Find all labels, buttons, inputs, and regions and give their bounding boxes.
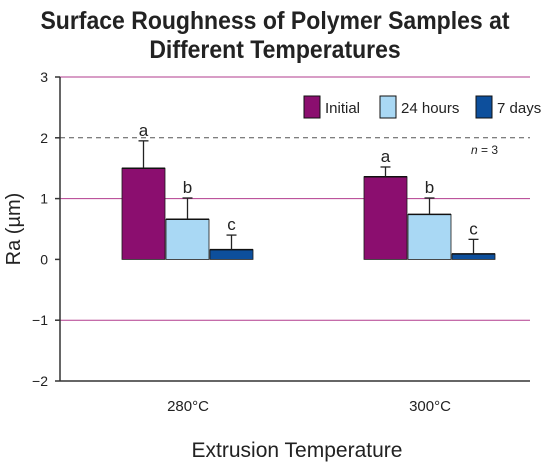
significance-letter: b xyxy=(183,178,192,197)
y-axis-label: Ra (µm) xyxy=(3,193,25,266)
y-tick-label: −1 xyxy=(32,312,48,328)
sample-size-n: n xyxy=(471,143,478,157)
legend: Initial 24 hours 7 days xyxy=(303,95,541,119)
bar xyxy=(121,167,166,260)
y-tick-label: −2 xyxy=(32,373,48,389)
y-tick-label: 2 xyxy=(40,130,48,146)
chart-title-line1: Surface Roughness of Polymer Samples at xyxy=(40,7,510,35)
legend-swatch xyxy=(303,95,321,119)
chart-title-line2: Different Temperatures xyxy=(149,36,401,64)
legend-label: 24 hours xyxy=(401,100,459,117)
y-tick-label: 3 xyxy=(40,69,48,85)
legend-swatch xyxy=(379,95,397,119)
x-tick-label: 280°C xyxy=(167,398,209,415)
sample-size-rest: = 3 xyxy=(478,143,499,157)
bar xyxy=(209,249,254,260)
bar xyxy=(407,214,452,260)
bar xyxy=(165,218,210,260)
legend-swatch xyxy=(475,95,493,119)
bar xyxy=(363,176,408,260)
x-tick-label: 300°C xyxy=(409,398,451,415)
significance-letter: a xyxy=(139,121,149,140)
legend-label: Initial xyxy=(325,100,360,117)
significance-letter: b xyxy=(425,178,434,197)
y-tick-label: 0 xyxy=(40,251,48,267)
y-tick-label: 1 xyxy=(40,191,48,207)
significance-letter: c xyxy=(227,215,236,234)
sample-size-annotation: n = 3 xyxy=(471,143,498,157)
x-axis-label: Extrusion Temperature xyxy=(192,439,403,462)
significance-letter: c xyxy=(469,219,478,238)
significance-letter: a xyxy=(381,147,391,166)
legend-label: 7 days xyxy=(497,100,541,117)
bar xyxy=(451,253,496,260)
